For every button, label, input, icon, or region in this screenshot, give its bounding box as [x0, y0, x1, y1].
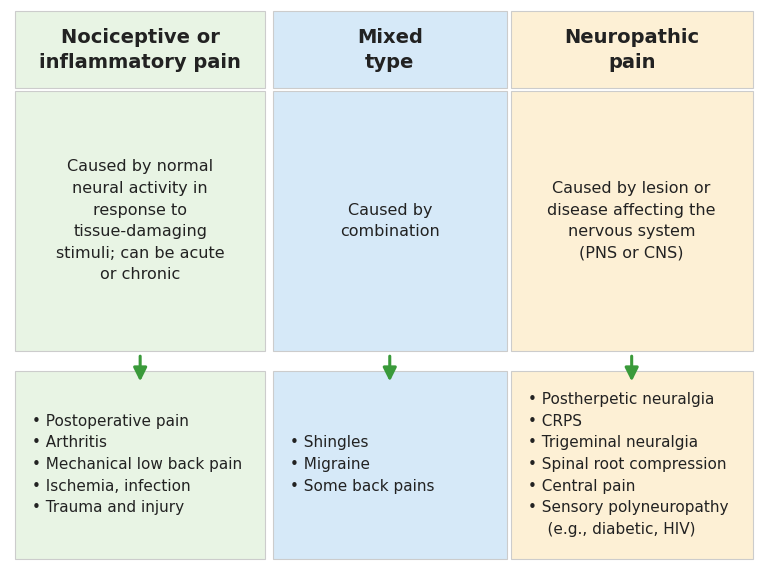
Bar: [15, 370, 265, 559]
Bar: [273, 370, 507, 559]
Text: Nociceptive or
inflammatory pain: Nociceptive or inflammatory pain: [39, 28, 241, 71]
Text: Caused by lesion or
disease affecting the
nervous system
(PNS or CNS): Caused by lesion or disease affecting th…: [548, 181, 716, 260]
Text: Caused by normal
neural activity in
response to
tissue-damaging
stimuli; can be : Caused by normal neural activity in resp…: [56, 160, 224, 282]
Bar: [511, 91, 753, 351]
Bar: [511, 370, 753, 559]
Text: Neuropathic
pain: Neuropathic pain: [564, 28, 699, 71]
Bar: [15, 91, 265, 351]
Text: • Shingles
• Migraine
• Some back pains: • Shingles • Migraine • Some back pains: [290, 435, 434, 494]
Text: • Postoperative pain
• Arthritis
• Mechanical low back pain
• Ischemia, infectio: • Postoperative pain • Arthritis • Mecha…: [32, 414, 243, 515]
Bar: [15, 11, 265, 88]
Bar: [273, 91, 507, 351]
Text: Caused by
combination: Caused by combination: [340, 202, 439, 239]
Text: • Postherpetic neuralgia
• CRPS
• Trigeminal neuralgia
• Spinal root compression: • Postherpetic neuralgia • CRPS • Trigem…: [528, 392, 728, 537]
Bar: [273, 11, 507, 88]
Text: Mixed
type: Mixed type: [357, 28, 422, 71]
Bar: [511, 11, 753, 88]
